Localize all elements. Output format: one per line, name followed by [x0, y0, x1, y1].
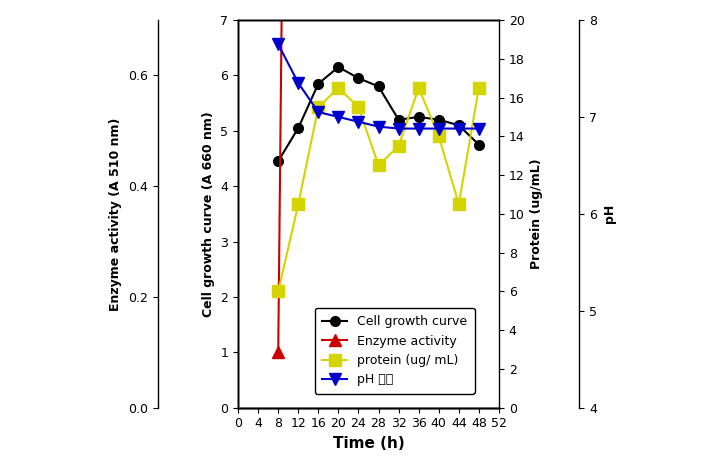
Cell growth curve	[434, 117, 443, 123]
Cell growth curve	[474, 142, 483, 147]
protein (ug/ mL)	[314, 104, 323, 110]
protein (ug/ mL)	[294, 201, 302, 207]
pH 변화	[414, 126, 423, 131]
pH 변화	[434, 126, 443, 131]
protein (ug/ mL)	[274, 288, 283, 294]
Cell growth curve	[294, 125, 302, 131]
pH 변화	[455, 126, 463, 131]
Cell growth curve	[334, 64, 343, 70]
protein (ug/ mL)	[434, 134, 443, 139]
pH 변화	[334, 114, 343, 120]
Y-axis label: pH: pH	[602, 204, 616, 224]
protein (ug/ mL)	[414, 85, 423, 91]
Line: Enzyme activity: Enzyme activity	[273, 0, 484, 358]
Legend: Cell growth curve, Enzyme activity, protein (ug/ mL), pH 변화: Cell growth curve, Enzyme activity, prot…	[315, 308, 475, 394]
Cell growth curve	[354, 75, 362, 81]
pH 변화	[474, 126, 483, 131]
Cell growth curve	[394, 117, 403, 123]
pH 변화	[374, 124, 383, 130]
Cell growth curve	[455, 123, 463, 128]
X-axis label: Time (h): Time (h)	[333, 436, 405, 451]
pH 변화	[314, 110, 323, 115]
protein (ug/ mL)	[354, 104, 362, 110]
pH 변화	[354, 119, 362, 124]
Y-axis label: Protein (ug/mL): Protein (ug/mL)	[530, 158, 543, 269]
Cell growth curve	[414, 114, 423, 120]
protein (ug/ mL)	[374, 163, 383, 168]
Line: protein (ug/ mL): protein (ug/ mL)	[272, 82, 485, 298]
Line: Cell growth curve: Cell growth curve	[273, 62, 484, 166]
pH 변화	[394, 126, 403, 131]
Line: pH 변화: pH 변화	[273, 39, 484, 134]
pH 변화	[274, 41, 283, 47]
protein (ug/ mL)	[455, 201, 463, 207]
Y-axis label: Cell growth curve (A 660 nm): Cell growth curve (A 660 nm)	[202, 111, 215, 317]
Cell growth curve	[374, 84, 383, 89]
Cell growth curve	[314, 81, 323, 87]
protein (ug/ mL)	[394, 143, 403, 149]
protein (ug/ mL)	[474, 85, 483, 91]
Enzyme activity	[274, 350, 283, 355]
protein (ug/ mL)	[334, 85, 343, 91]
Cell growth curve	[274, 158, 283, 164]
Y-axis label: Enzyme activity (A 510 nm): Enzyme activity (A 510 nm)	[109, 117, 123, 310]
pH 변화	[294, 80, 302, 86]
